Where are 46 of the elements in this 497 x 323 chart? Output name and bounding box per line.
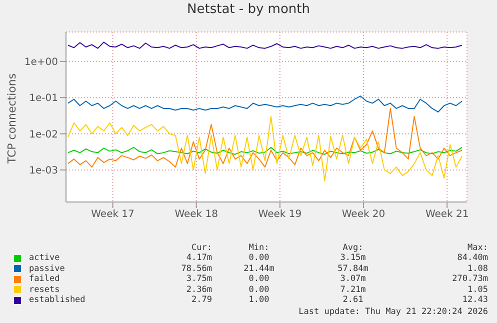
text: 270.73m — [451, 274, 488, 284]
text: 2.36m — [185, 284, 212, 295]
line-series — [67, 96, 463, 112]
text: 2.79 — [190, 295, 212, 306]
text: 84.40m — [456, 253, 488, 264]
y-tick-label: 1e+00 — [24, 56, 58, 68]
text: 78.56m — [180, 264, 212, 274]
x-tick-label: Week 20 — [342, 209, 386, 220]
text: 0.00 — [248, 284, 270, 295]
line-series — [67, 146, 463, 155]
legend-label: active — [28, 253, 61, 264]
text: Max: — [466, 243, 488, 253]
line-series — [67, 108, 463, 168]
text: 21.44m — [242, 264, 276, 274]
y-tick-label: 1e-01 — [29, 93, 58, 104]
text: 7.21m — [339, 284, 367, 295]
y-tick-label: 1e-03 — [29, 165, 58, 176]
text: 0.00 — [248, 253, 270, 264]
text: 57.84m — [336, 264, 370, 274]
text: 3.75m — [185, 274, 212, 284]
x-tick-label: Week 21 — [425, 209, 469, 220]
text: 12.43 — [461, 295, 488, 306]
x-tick-label: Week 19 — [258, 209, 302, 220]
legend-label: failed — [28, 274, 61, 284]
text: Min: — [248, 243, 270, 253]
text: 3.07m — [339, 274, 367, 284]
chart-title: Netstat - by month — [186, 2, 311, 17]
x-tick-label: Week 18 — [174, 209, 218, 220]
line-series — [67, 42, 463, 49]
line-series — [67, 116, 463, 182]
text: Last update: Thu May 21 22:20:24 2026 — [298, 306, 488, 318]
text: 0.00 — [248, 274, 270, 284]
x-tick-label: Week 17 — [91, 209, 134, 220]
text: 1.00 — [248, 295, 270, 306]
legend-label: established — [28, 295, 86, 306]
text: 2.61 — [342, 295, 364, 306]
y-tick-label: 1e-02 — [29, 129, 58, 140]
y-axis-title: TCP connections — [6, 72, 19, 164]
legend-label: passive — [28, 264, 66, 274]
text: Cur: — [190, 243, 212, 253]
text: 4.17m — [185, 253, 212, 264]
legend-label: resets — [28, 284, 61, 295]
text: 3.15m — [339, 253, 367, 264]
text: 1.05 — [466, 284, 488, 295]
text: 1.08 — [466, 264, 488, 274]
text: Avg: — [342, 243, 364, 253]
